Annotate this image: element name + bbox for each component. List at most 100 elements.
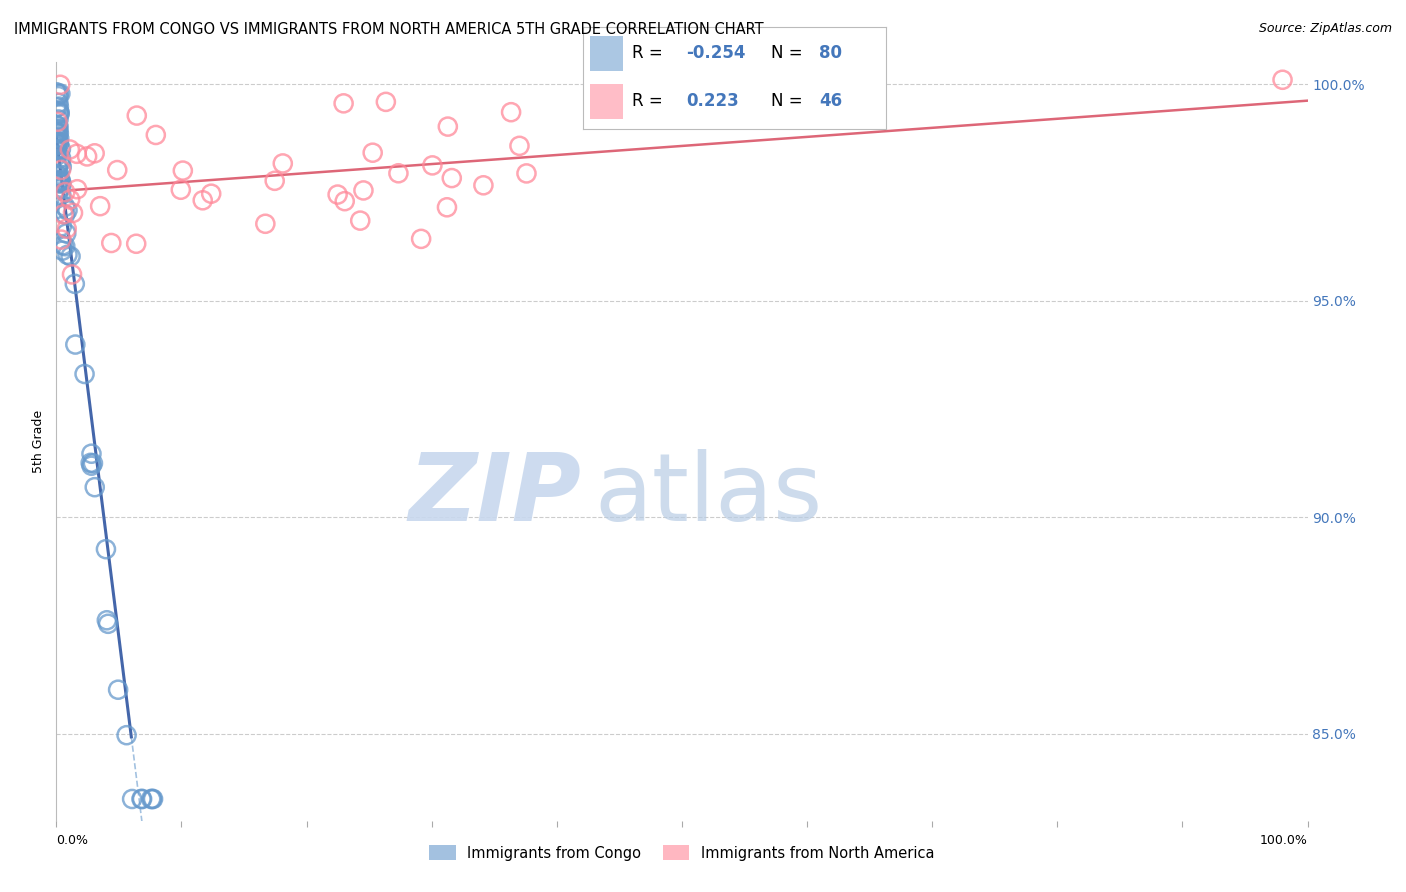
Point <box>59 143 82 157</box>
Point <box>51 176 73 190</box>
Point <box>56 203 79 218</box>
Point <box>48 169 70 183</box>
Point <box>387 166 409 180</box>
Point <box>62 206 84 220</box>
Bar <box>589 84 623 119</box>
Point <box>48 99 70 113</box>
Point <box>89 199 111 213</box>
Point <box>97 616 120 631</box>
Point <box>48 136 70 151</box>
Point <box>48 112 70 127</box>
Point <box>65 337 87 351</box>
Point <box>73 367 96 381</box>
Point <box>66 146 89 161</box>
Point <box>48 182 70 196</box>
Point <box>515 166 537 180</box>
Point <box>131 792 153 806</box>
Point <box>48 120 70 134</box>
Point <box>60 268 83 282</box>
Point <box>46 128 69 142</box>
Point <box>48 95 70 110</box>
Point <box>49 87 72 101</box>
Point <box>472 178 495 193</box>
Point <box>46 122 69 136</box>
Point <box>46 119 69 133</box>
Point <box>411 232 433 246</box>
Point <box>45 139 67 153</box>
Text: R =: R = <box>631 92 673 110</box>
Text: N =: N = <box>770 44 808 62</box>
Point <box>48 177 70 191</box>
Text: ZIP: ZIP <box>409 449 582 541</box>
Text: 0.223: 0.223 <box>686 92 740 110</box>
Point <box>46 124 69 138</box>
Text: IMMIGRANTS FROM CONGO VS IMMIGRANTS FROM NORTH AMERICA 5TH GRADE CORRELATION CHA: IMMIGRANTS FROM CONGO VS IMMIGRANTS FROM… <box>14 22 763 37</box>
Point <box>374 95 396 109</box>
Point <box>332 96 354 111</box>
Point <box>45 100 67 114</box>
Point <box>52 238 75 252</box>
Point <box>142 792 165 806</box>
Point <box>48 137 70 152</box>
Point <box>353 183 375 197</box>
Point <box>53 185 76 199</box>
Point <box>48 131 70 145</box>
Text: 0.0%: 0.0% <box>56 834 89 847</box>
Point <box>440 171 463 186</box>
Point <box>45 126 67 140</box>
Point <box>170 183 193 197</box>
Point <box>254 217 277 231</box>
Point <box>66 182 89 196</box>
Point <box>48 167 70 181</box>
Y-axis label: 5th Grade: 5th Grade <box>32 410 45 473</box>
Point <box>46 126 69 140</box>
Point <box>55 221 77 235</box>
Point <box>49 151 72 165</box>
Point <box>46 174 69 188</box>
Point <box>437 120 460 134</box>
Point <box>349 213 371 227</box>
Point <box>96 613 118 627</box>
Point <box>46 134 69 148</box>
Point <box>59 193 82 207</box>
Point <box>51 160 73 174</box>
Point <box>53 207 76 221</box>
Point <box>51 233 73 247</box>
Point <box>51 219 73 234</box>
Point <box>49 180 72 194</box>
Point <box>48 106 70 120</box>
Point <box>115 728 138 742</box>
Point <box>52 207 75 221</box>
Point <box>49 174 72 188</box>
Point <box>59 249 82 263</box>
Text: -0.254: -0.254 <box>686 44 745 62</box>
Text: 46: 46 <box>820 92 842 110</box>
Point <box>48 107 70 121</box>
Point <box>131 792 153 806</box>
Point <box>53 239 76 253</box>
Point <box>45 85 67 99</box>
Point <box>51 244 73 258</box>
Point <box>80 458 103 473</box>
Point <box>46 130 69 145</box>
Point <box>141 792 163 806</box>
Point <box>51 187 73 202</box>
Point <box>46 169 69 184</box>
Point <box>45 136 67 151</box>
Point <box>49 162 72 177</box>
Point <box>333 194 356 209</box>
Point <box>172 163 194 178</box>
Point <box>263 174 285 188</box>
Text: 100.0%: 100.0% <box>1260 834 1308 847</box>
Point <box>83 146 105 161</box>
Point <box>46 87 69 101</box>
Point <box>80 456 103 470</box>
Point <box>46 189 69 203</box>
Point <box>49 142 72 156</box>
Point <box>508 138 530 153</box>
Point <box>49 78 72 92</box>
Point <box>125 236 148 251</box>
Point <box>326 187 349 202</box>
Point <box>48 126 70 140</box>
Point <box>45 135 67 149</box>
